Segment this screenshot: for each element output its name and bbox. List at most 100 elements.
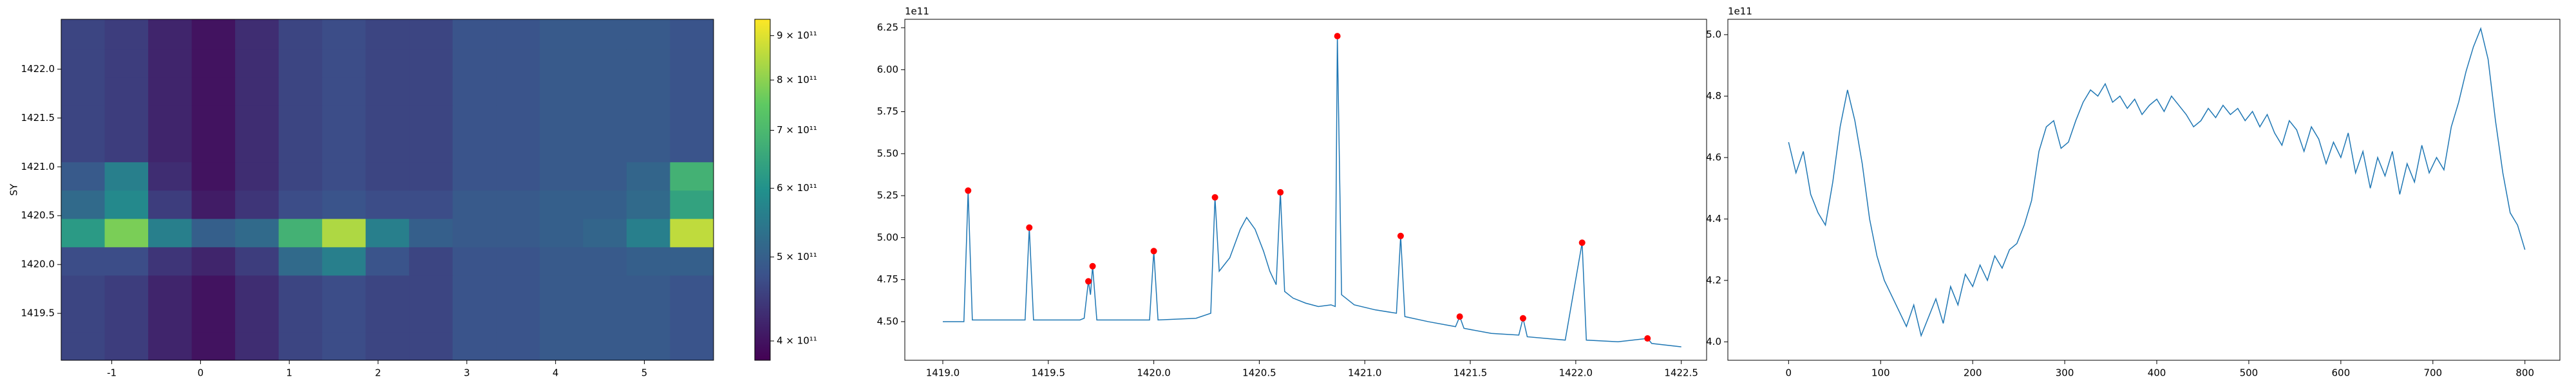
- heatmap-cell: [322, 303, 366, 333]
- y-tick-label: 5.0: [1706, 28, 1721, 40]
- heatmap-cell: [148, 331, 193, 361]
- heatmap-cell: [539, 246, 583, 276]
- heatmap-cell: [235, 218, 279, 248]
- peak-marker: [1277, 188, 1284, 196]
- heatmap-cell: [148, 161, 193, 191]
- x-tick-label: 1420.5: [1242, 367, 1276, 379]
- heatmap-cell: [148, 105, 193, 134]
- heatmap-cell: [539, 77, 583, 106]
- x-tick-label: 1: [286, 367, 292, 379]
- x-tick-label: 5: [641, 367, 648, 379]
- heatmap-cell: [583, 190, 627, 219]
- y-tick-label: 4.50: [877, 315, 898, 327]
- x-tick-label: 1419.0: [926, 367, 960, 379]
- heatmap-cell: [191, 246, 236, 276]
- x-tick-label: 300: [2056, 367, 2074, 379]
- x-tick-label: 1422.0: [1559, 367, 1593, 379]
- heatmap-cell: [626, 303, 670, 333]
- x-tick-label: 200: [1964, 367, 1982, 379]
- heatmap-cell: [626, 161, 670, 191]
- heatmap-cell: [235, 48, 279, 78]
- y-tick-label: 4.4: [1706, 213, 1721, 225]
- y-tick-label: 4.2: [1706, 274, 1721, 286]
- heatmap-cell: [191, 303, 236, 333]
- heatmap-cell: [61, 246, 106, 276]
- heatmap-cell: [539, 133, 583, 163]
- heatmap-cell: [452, 303, 497, 333]
- peak-marker: [1578, 239, 1586, 246]
- heatmap-cell: [278, 303, 323, 333]
- heatmap-cell: [539, 303, 583, 333]
- peak-marker: [1150, 248, 1157, 255]
- heatmap-cell: [191, 190, 236, 219]
- axes-frame: [1727, 19, 2561, 361]
- heatmap-cell: [496, 48, 540, 78]
- heatmap-cell: [539, 161, 583, 191]
- y-axis-label: SY: [8, 183, 20, 196]
- heatmap-cell: [148, 218, 193, 248]
- heatmap-cell: [496, 133, 540, 163]
- heatmap-cell: [322, 190, 366, 219]
- heatmap-cell: [148, 246, 193, 276]
- heatmap-cell: [148, 190, 193, 219]
- heatmap-cell: [409, 246, 453, 276]
- heatmap-cell: [583, 275, 627, 304]
- heatmap-cell: [583, 303, 627, 333]
- heatmap-cell: [365, 275, 410, 304]
- heatmap-cell: [539, 331, 583, 361]
- heatmap-cell: [148, 133, 193, 163]
- heatmap-cell: [61, 275, 106, 304]
- heatmap-cell: [61, 105, 106, 134]
- heatmap-cell: [235, 19, 279, 50]
- heatmap-cell: [626, 133, 670, 163]
- x-tick-label: 100: [1871, 367, 1890, 379]
- peak-marker: [965, 187, 972, 194]
- y-tick-label: 1420.0: [21, 259, 55, 270]
- heatmap-cell: [104, 105, 149, 134]
- heatmap-cell: [452, 218, 497, 248]
- heatmap-cells: [61, 19, 714, 361]
- heatmap-cell: [496, 275, 540, 304]
- heatmap-cell: [61, 77, 106, 106]
- heatmap-cell: [539, 190, 583, 219]
- heatmap-cell: [104, 331, 149, 361]
- heatmap-cell: [61, 303, 106, 333]
- heatmap-cell: [278, 19, 323, 50]
- heatmap-cell: [278, 331, 323, 361]
- peak-marker: [1519, 315, 1526, 322]
- heatmap-cell: [61, 218, 106, 248]
- x-tick-label: 1422.5: [1664, 367, 1698, 379]
- heatmap-cell: [670, 275, 714, 304]
- heatmap-cell: [670, 246, 714, 276]
- heatmap-cell: [583, 218, 627, 248]
- heatmap-cell: [365, 161, 410, 191]
- heatmap-cell: [583, 19, 627, 50]
- heatmap-cell: [104, 275, 149, 304]
- heatmap-cell: [365, 303, 410, 333]
- heatmap-cell: [104, 48, 149, 78]
- colorbar-tick-label: 5 × 10¹¹: [777, 251, 817, 262]
- x-tick-label: 400: [2148, 367, 2166, 379]
- data-line: [1788, 26, 2526, 338]
- heatmap-cell: [104, 77, 149, 106]
- heatmap-cell: [104, 161, 149, 191]
- heatmap-cell: [670, 48, 714, 78]
- heatmap-cell: [148, 303, 193, 333]
- peak-marker: [1211, 194, 1218, 201]
- heatmap-cell: [670, 218, 714, 248]
- heatmap-cell: [452, 161, 497, 191]
- axes-frame: [904, 19, 1707, 361]
- data-line: [942, 36, 1681, 347]
- colorbar: [754, 19, 771, 361]
- heatmap-cell: [539, 275, 583, 304]
- y-tick-label: 4.6: [1706, 151, 1721, 163]
- heatmap-cell: [670, 19, 714, 50]
- heatmap-cell: [278, 218, 323, 248]
- heatmap-cell: [539, 105, 583, 134]
- heatmap-cell: [278, 133, 323, 163]
- colorbar-tick-label: 9 × 10¹¹: [777, 30, 817, 41]
- heatmap-cell: [670, 331, 714, 361]
- heatmap-cell: [409, 133, 453, 163]
- x-tick-label: 2: [375, 367, 381, 379]
- heatmap-cell: [191, 161, 236, 191]
